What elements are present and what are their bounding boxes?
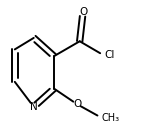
Text: Cl: Cl [104, 51, 114, 60]
Text: O: O [79, 6, 87, 17]
Text: CH₃: CH₃ [101, 113, 120, 123]
Text: O: O [73, 99, 81, 109]
Text: N: N [30, 102, 38, 112]
